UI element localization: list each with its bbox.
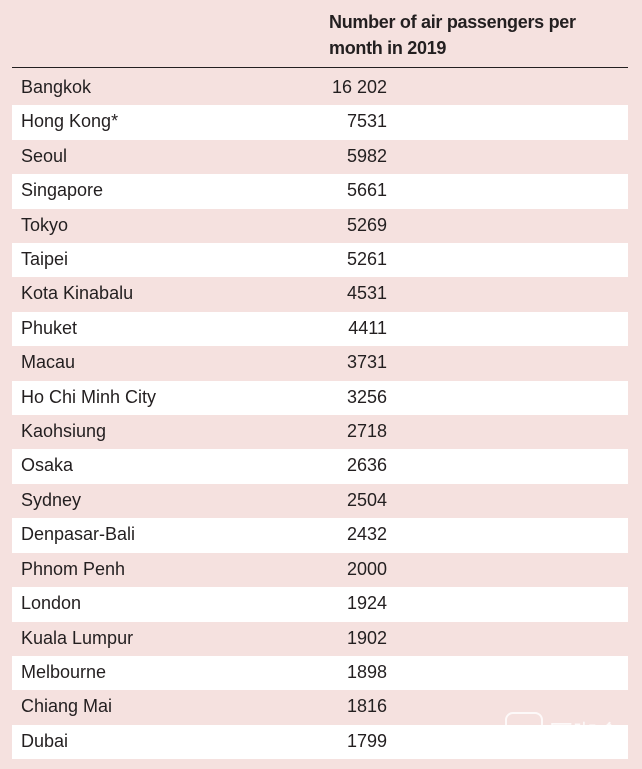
table-row: Denpasar-Bali 2432	[12, 518, 628, 553]
city-cell: Sydney	[21, 489, 82, 510]
city-cell: Macau	[21, 352, 76, 373]
table-row: Chiang Mai 1816	[12, 690, 628, 724]
city-cell: Melbourne	[21, 661, 107, 682]
table-row: Dubai 1799	[12, 724, 628, 760]
passengers-cell: 3731	[346, 352, 387, 373]
city-cell: Singapore	[21, 180, 104, 201]
city-cell: Kuala Lumpur	[21, 627, 134, 648]
table-row: Kota Kinabalu 4531	[12, 277, 628, 311]
city-cell: Hong Kong*	[21, 111, 119, 132]
table-row: Phuket 4411	[12, 311, 628, 347]
city-cell: Seoul	[21, 145, 68, 166]
watermark-icon	[505, 712, 543, 750]
table-row: Seoul 5982	[12, 140, 628, 174]
city-cell: Chiang Mai	[21, 696, 113, 717]
passengers-cell: 2718	[346, 421, 387, 442]
table-row: Osaka 2636	[12, 449, 628, 484]
table-row: Macau 3731	[12, 346, 628, 380]
passengers-cell: 4531	[346, 283, 387, 304]
table-row: Phnom Penh 2000	[12, 553, 628, 587]
city-cell: Kaohsiung	[21, 421, 107, 442]
passengers-cell: 1902	[346, 627, 387, 648]
passengers-cell: 16 202	[331, 77, 387, 97]
table-row: Hong Kong* 7531	[12, 105, 628, 140]
city-cell: Phuket	[21, 317, 78, 338]
city-cell: Tokyo	[21, 214, 69, 235]
table-row: Ho Chi Minh City 3256	[12, 380, 628, 416]
table-row: Tokyo 5269	[12, 209, 628, 243]
passengers-cell: 2504	[346, 489, 387, 510]
city-cell: Dubai	[21, 730, 69, 751]
table-row: Melbourne 1898	[12, 655, 628, 691]
table-row: Taipei 5261	[12, 243, 628, 278]
passengers-cell: 1799	[346, 730, 387, 751]
passengers-cell: 7531	[346, 111, 387, 132]
passengers-cell: 5261	[346, 249, 387, 270]
city-cell: Ho Chi Minh City	[21, 386, 157, 407]
city-cell: Bangkok	[21, 77, 92, 97]
city-cell: Kota Kinabalu	[21, 283, 134, 304]
passengers-cell: 2432	[346, 524, 387, 545]
passengers-cell: 3256	[346, 386, 387, 407]
passengers-cell: 2000	[346, 558, 387, 579]
table-row: Singapore 5661	[12, 174, 628, 209]
passengers-cell: 4411	[348, 317, 387, 338]
watermark-logo: 医咖会	[505, 712, 621, 750]
city-cell: Taipei	[21, 249, 69, 270]
passengers-cell: 5269	[346, 214, 387, 235]
city-cell: Phnom Penh	[21, 558, 126, 579]
table-row: Kaohsiung 2718	[12, 415, 628, 449]
passengers-cell: 5982	[346, 145, 387, 166]
passengers-cell: 5661	[346, 180, 387, 201]
passengers-cell: 1816	[346, 696, 387, 717]
city-cell: London	[21, 593, 82, 614]
header-rule	[12, 67, 628, 68]
column-header: Number of air passengers per month in 20…	[329, 12, 576, 58]
watermark-text: 医咖会	[549, 720, 621, 748]
table-row: Bangkok 16 202	[12, 71, 628, 105]
city-cell: Denpasar-Bali	[21, 524, 136, 545]
passengers-cell: 1924	[346, 593, 387, 614]
city-cell: Osaka	[21, 455, 74, 476]
passengers-cell: 1898	[346, 661, 387, 682]
table-row: Kuala Lumpur 1902	[12, 622, 628, 656]
table-row: London 1924	[12, 587, 628, 622]
passengers-cell: 2636	[346, 455, 387, 476]
table-row: Sydney 2504	[12, 484, 628, 518]
table-body: Bangkok 16 202 Hong Kong* 7531 Seoul 5982 Sing…	[12, 71, 628, 760]
